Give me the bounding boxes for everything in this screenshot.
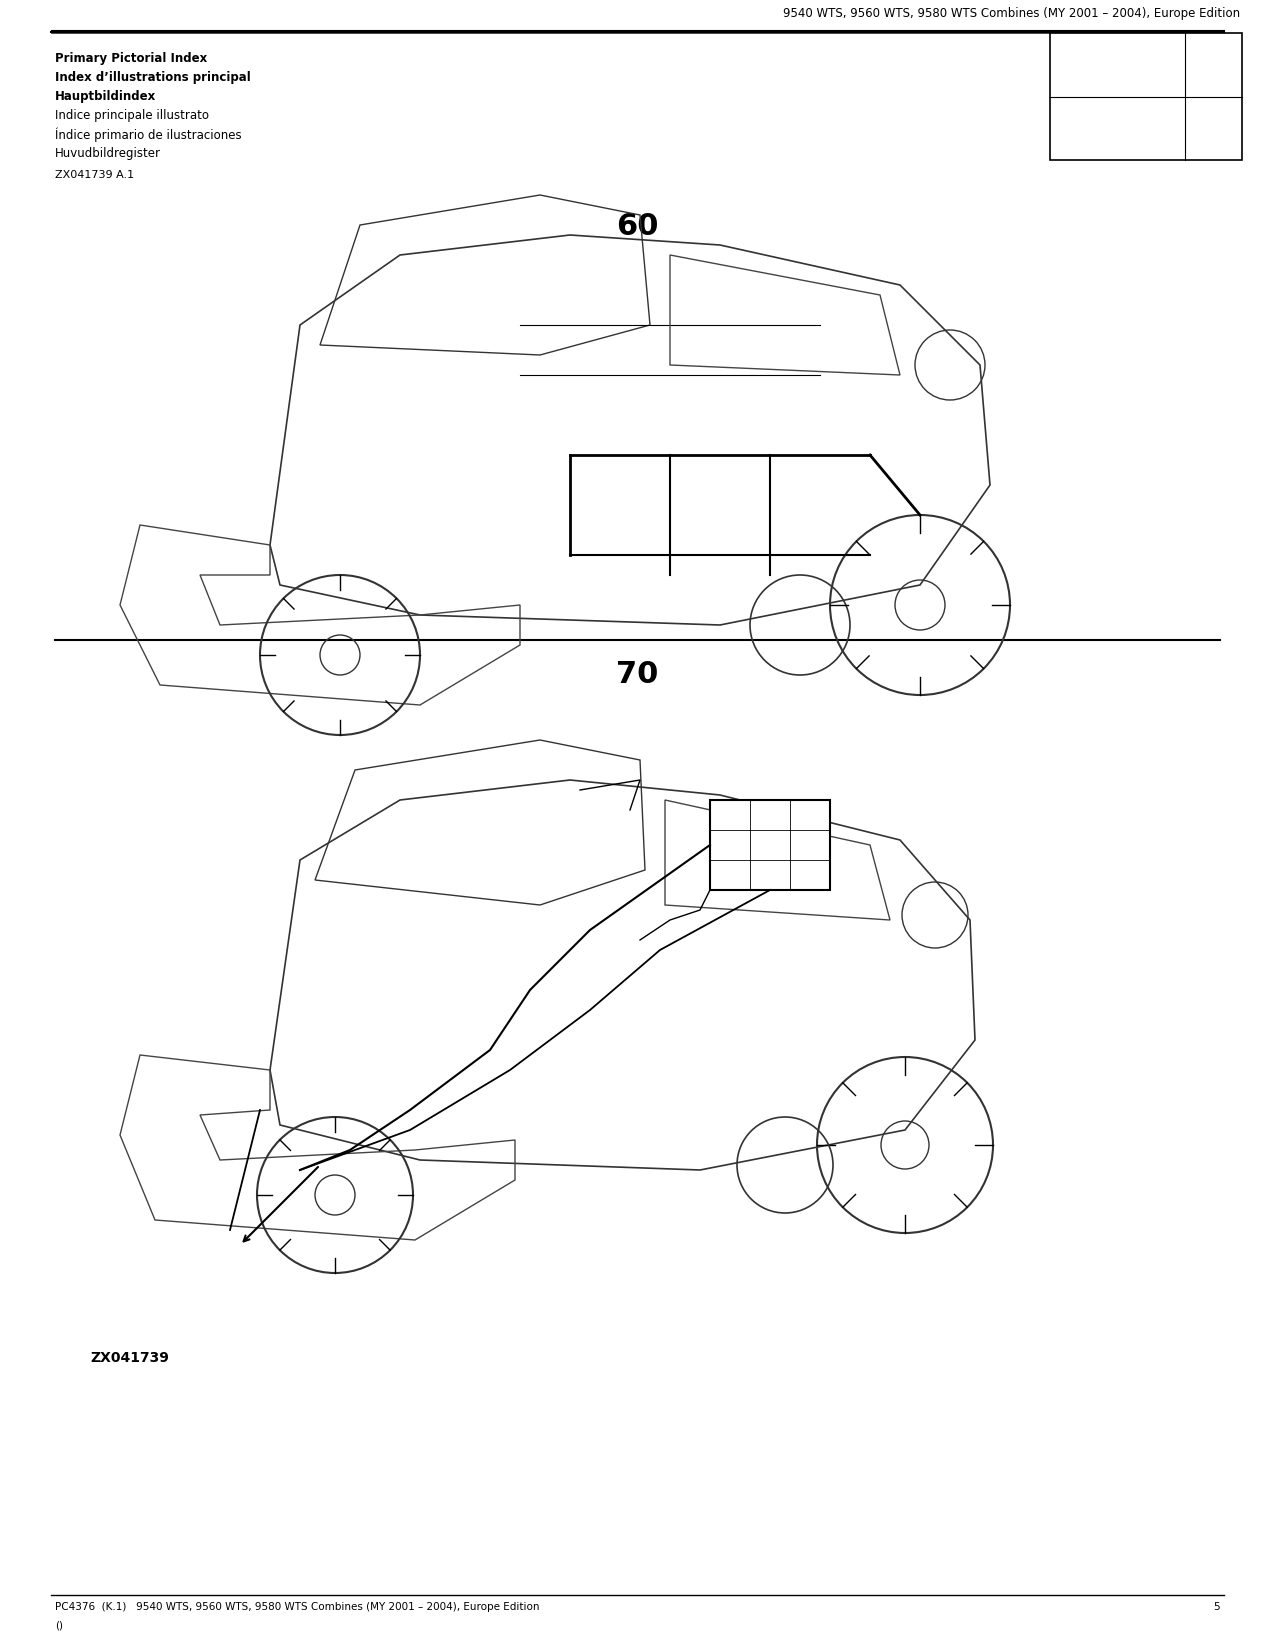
Text: 1: 1 [1227,122,1234,135]
Text: Índice primario de ilustraciones: Índice primario de ilustraciones [55,129,242,142]
Text: 70-: 70- [1062,122,1082,135]
Text: Indice principale illustrato: Indice principale illustrato [55,109,209,122]
Text: PC4376  (K.1)   9540 WTS, 9560 WTS, 9580 WTS Combines (MY 2001 – 2004), Europe E: PC4376 (K.1) 9540 WTS, 9560 WTS, 9580 WT… [55,1602,539,1612]
Text: 60-: 60- [1062,36,1082,50]
Text: 60-: 60- [1062,101,1082,114]
Text: 60-: 60- [1062,79,1082,92]
Text: 3: 3 [1227,79,1234,92]
Text: Primary Pictorial Index: Primary Pictorial Index [55,53,208,64]
Text: Hauptbildindex: Hauptbildindex [55,91,157,102]
Text: 70: 70 [616,660,658,690]
Text: ZX041739: ZX041739 [91,1351,168,1365]
Text: (): () [55,1620,62,1630]
Text: Huvudbildregister: Huvudbildregister [55,147,161,160]
Text: 5: 5 [1214,1602,1220,1612]
Text: 60: 60 [616,211,658,241]
Text: 2: 2 [1227,144,1234,155]
Text: 70-: 70- [1062,144,1082,155]
Text: 1: 1 [1227,36,1234,50]
Text: Index d’illustrations principal: Index d’illustrations principal [55,71,251,84]
Text: 60-: 60- [1062,58,1082,71]
Text: 2: 2 [1227,58,1234,71]
Text: ZX041739 A.1: ZX041739 A.1 [55,170,134,180]
Bar [710,800,830,889]
Text: 9540 WTS, 9560 WTS, 9580 WTS Combines (MY 2001 – 2004), Europe Edition: 9540 WTS, 9560 WTS, 9580 WTS Combines (M… [783,7,1241,20]
Bar [1051,33,1242,160]
